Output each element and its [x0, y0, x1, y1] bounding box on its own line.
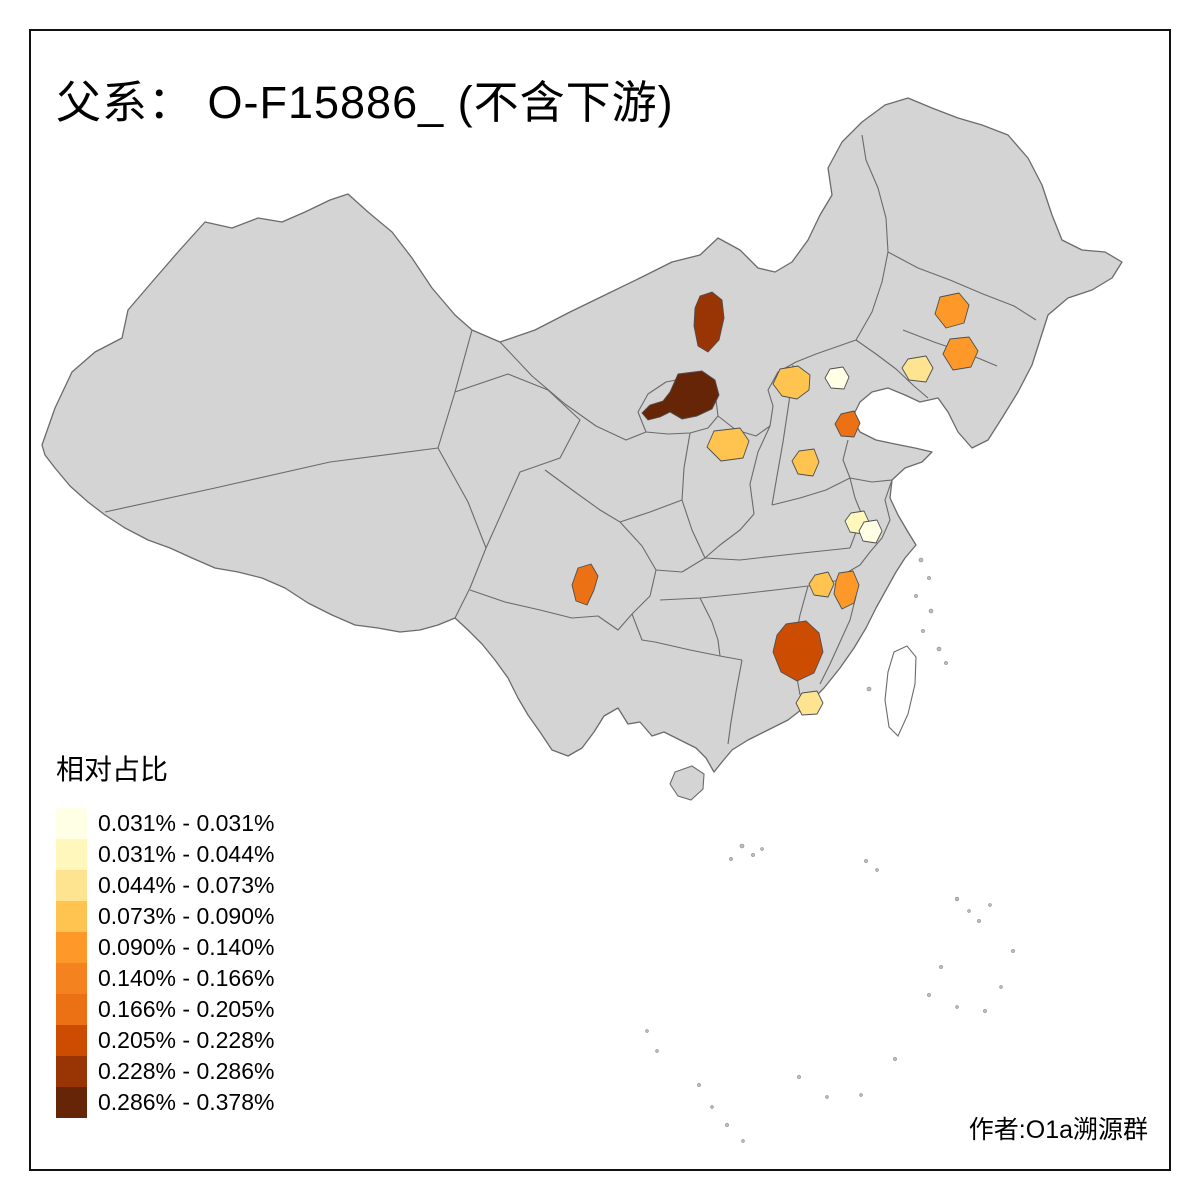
legend-row: 0.090% - 0.140% [56, 932, 274, 963]
highlighted-regions [571, 291, 979, 716]
legend-row: 0.073% - 0.090% [56, 901, 274, 932]
legend-swatch [56, 1056, 87, 1087]
legend-row: 0.205% - 0.228% [56, 1025, 274, 1056]
legend-swatch [56, 994, 87, 1025]
highlighted-region [834, 410, 861, 438]
legend-bins: 0.031% - 0.031% 0.031% - 0.044% 0.044% - 0… [56, 808, 274, 1118]
page-title: 父系： O-F15886_ (不含下游) [56, 77, 674, 128]
china-outline [41, 97, 1123, 773]
legend-label: 0.205% - 0.228% [98, 1027, 275, 1053]
legend-title: 相对占比 [56, 754, 169, 785]
highlighted-region [706, 427, 750, 462]
islands [645, 557, 1015, 1143]
legend-swatch [56, 1087, 87, 1118]
legend-row: 0.031% - 0.044% [56, 839, 274, 870]
legend-row: 0.044% - 0.073% [56, 870, 274, 901]
south-china-sea-islands [645, 557, 1015, 1143]
highlighted-region [824, 366, 850, 390]
legend-label: 0.286% - 0.378% [98, 1089, 275, 1115]
legend-swatch [56, 1025, 87, 1056]
legend-label: 0.073% - 0.090% [98, 903, 275, 929]
legend-swatch [56, 808, 87, 839]
highlighted-region [942, 336, 979, 371]
province-borders [104, 134, 1037, 745]
legend-label: 0.166% - 0.205% [98, 996, 275, 1022]
legend-row: 0.140% - 0.166% [56, 963, 274, 994]
highlighted-region [772, 365, 811, 400]
highlighted-region [858, 519, 883, 544]
legend-row: 0.166% - 0.205% [56, 994, 274, 1025]
legend-swatch [56, 901, 87, 932]
highlighted-region [571, 563, 599, 606]
highlighted-region [693, 291, 725, 353]
highlighted-region [641, 370, 720, 421]
taiwan-island [884, 645, 917, 737]
legend-swatch [56, 870, 87, 901]
author-credit: 作者:O1a溯源群 [968, 1116, 1148, 1144]
legend-label: 0.031% - 0.031% [98, 810, 275, 836]
legend-swatch [56, 932, 87, 963]
highlighted-region [795, 690, 824, 716]
legend-swatch [56, 839, 87, 870]
highlighted-region [901, 355, 934, 383]
hainan-island [669, 765, 705, 801]
legend-label: 0.228% - 0.286% [98, 1058, 275, 1084]
legend-label: 0.090% - 0.140% [98, 934, 275, 960]
highlighted-region [791, 448, 820, 477]
legend-row: 0.031% - 0.031% [56, 808, 274, 839]
highlighted-region [833, 570, 860, 610]
legend-row: 0.228% - 0.286% [56, 1056, 274, 1087]
legend-label: 0.044% - 0.073% [98, 872, 275, 898]
legend-row: 0.286% - 0.378% [56, 1087, 274, 1118]
legend: 相对占比 0.031% - 0.031% 0.031% - 0.044% 0.044… [56, 748, 274, 1118]
legend-label: 0.031% - 0.044% [98, 841, 275, 867]
mainland-shape [41, 97, 1123, 773]
highlighted-region [808, 571, 835, 598]
legend-swatch [56, 963, 87, 994]
highlighted-region [772, 620, 824, 682]
legend-label: 0.140% - 0.166% [98, 965, 275, 991]
highlighted-region [934, 292, 970, 329]
